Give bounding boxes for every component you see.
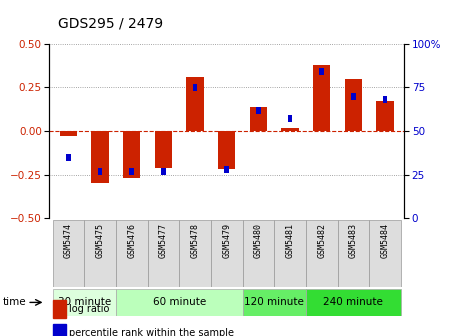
Bar	[313, 65, 330, 131]
Text: 240 minute: 240 minute	[323, 297, 383, 307]
Bar	[66, 154, 71, 161]
Bar	[98, 168, 102, 175]
Bar	[84, 220, 116, 287]
Bar	[60, 131, 77, 136]
Bar	[116, 220, 148, 287]
Bar	[224, 166, 229, 173]
Bar	[53, 324, 66, 336]
Bar	[123, 131, 141, 178]
Bar	[218, 131, 235, 169]
Text: GSM5480: GSM5480	[254, 223, 263, 258]
Text: GSM5474: GSM5474	[64, 223, 73, 258]
Text: GSM5478: GSM5478	[190, 223, 199, 258]
Bar	[250, 107, 267, 131]
Bar	[129, 168, 134, 175]
Text: GSM5476: GSM5476	[127, 223, 136, 258]
Bar	[116, 289, 242, 316]
Bar	[256, 107, 261, 114]
Text: percentile rank within the sample: percentile rank within the sample	[69, 328, 234, 336]
Text: GSM5477: GSM5477	[159, 223, 168, 258]
Text: 30 minute: 30 minute	[57, 297, 111, 307]
Text: GSM5484: GSM5484	[381, 223, 390, 258]
Bar	[306, 220, 338, 287]
Bar	[242, 289, 306, 316]
Bar	[338, 220, 369, 287]
Bar	[274, 220, 306, 287]
Text: GSM5481: GSM5481	[286, 223, 295, 258]
Bar	[376, 101, 394, 131]
Text: log ratio: log ratio	[69, 304, 110, 314]
Bar	[319, 68, 324, 75]
Text: 60 minute: 60 minute	[153, 297, 206, 307]
Bar	[148, 220, 179, 287]
Bar	[179, 220, 211, 287]
Bar	[282, 128, 299, 131]
Bar	[193, 84, 198, 91]
Text: GSM5475: GSM5475	[96, 223, 105, 258]
Text: GSM5479: GSM5479	[222, 223, 231, 258]
Bar	[288, 115, 292, 122]
Text: 120 minute: 120 minute	[244, 297, 304, 307]
Text: time: time	[3, 297, 26, 307]
Bar	[186, 77, 204, 131]
Bar	[242, 220, 274, 287]
Bar	[211, 220, 242, 287]
Bar	[155, 131, 172, 168]
Text: GSM5482: GSM5482	[317, 223, 326, 258]
Bar	[161, 168, 166, 175]
Bar	[345, 79, 362, 131]
Bar	[91, 131, 109, 183]
Bar	[351, 93, 356, 99]
Bar	[53, 300, 66, 318]
Bar	[369, 220, 401, 287]
Bar	[383, 96, 387, 103]
Bar	[306, 289, 401, 316]
Text: GSM5483: GSM5483	[349, 223, 358, 258]
Bar	[53, 220, 84, 287]
Bar	[53, 289, 116, 316]
Text: GDS295 / 2479: GDS295 / 2479	[58, 16, 163, 30]
